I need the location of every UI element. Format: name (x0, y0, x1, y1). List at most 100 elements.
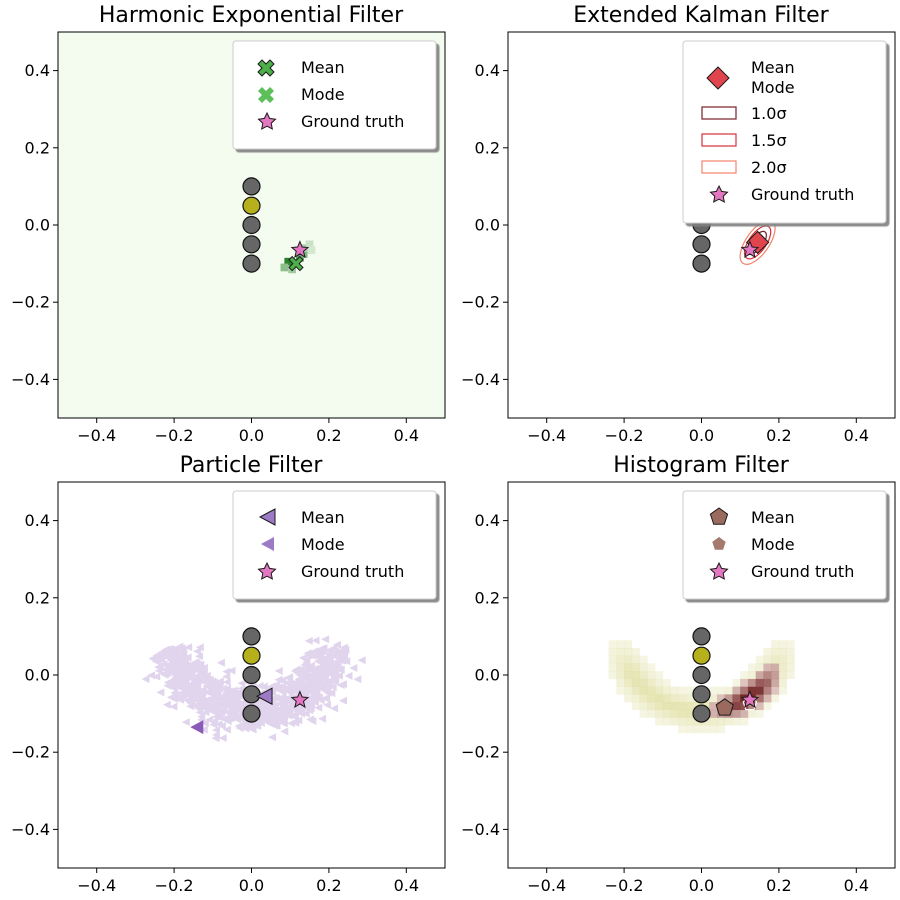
histogram-cell (724, 694, 733, 703)
legend-label-mode: Mode (301, 535, 345, 554)
histogram-cell (763, 671, 772, 680)
landmark-point (692, 665, 711, 685)
legend (232, 490, 437, 600)
chart-title: Extended Kalman Filter (573, 3, 829, 28)
histogram-cell (678, 725, 687, 734)
legend-label-ground-truth: Ground truth (751, 562, 854, 581)
histogram-cell (771, 663, 780, 672)
histogram-cell (639, 663, 648, 672)
histogram-cell (647, 694, 656, 703)
mode-point (190, 720, 204, 735)
legend-marker-ground-truth (709, 184, 729, 203)
axis-ticks: −0.4 −0.2 0.0 0.2 0.4 −0.4 −0.2 0.0 0.2 0.4 (461, 61, 869, 445)
legend-marker-mean (258, 508, 276, 526)
histogram-cell (732, 702, 741, 711)
histogram-cell (670, 694, 679, 703)
histogram-cell (755, 678, 764, 687)
particle-cloud (141, 635, 366, 743)
histogram-cell (701, 725, 710, 734)
x-tick-label: 0.4 (394, 426, 419, 445)
histogram-cell (686, 725, 695, 734)
ground-truth-point (740, 240, 760, 259)
histogram-cell (740, 671, 749, 680)
landmark-point (692, 627, 711, 646)
legend (232, 40, 437, 150)
landmark-point (242, 235, 261, 254)
histogram-cell (624, 678, 633, 687)
histogram-cell (647, 678, 656, 687)
histogram-cell (778, 663, 787, 672)
histogram-cell (662, 717, 671, 726)
legend-box (682, 40, 887, 224)
legend-label-mode: Mode (301, 85, 345, 104)
x-tick-label: −0.4 (77, 876, 116, 895)
histogram-cell (732, 709, 741, 718)
landmark-point (242, 627, 261, 646)
histogram-cell (624, 640, 633, 649)
density-cell (305, 240, 314, 249)
x-tick-label: 0.0 (239, 426, 264, 445)
panel-histogram-filter: Histogram Filter −0.4 −0.2 0.0 0.2 0.4−0.4−0… (461, 453, 896, 895)
histogram-cell (631, 694, 640, 703)
landmark-point (692, 646, 711, 665)
histogram-cell (616, 686, 625, 695)
histogram-cell (647, 702, 656, 711)
histogram-cell (662, 702, 671, 711)
y-tick-label: −0.4 (11, 820, 50, 839)
ground-truth-point (740, 690, 760, 709)
histogram-cell (631, 647, 640, 656)
histogram-cell (747, 678, 756, 687)
x-tick-label: 0.4 (844, 876, 869, 895)
plot-area (141, 627, 366, 743)
histogram-cell (608, 671, 617, 680)
x-tick-label: −0.4 (77, 426, 116, 445)
histogram-cell (662, 686, 671, 695)
x-tick-label: −0.2 (155, 426, 194, 445)
histogram-cell (771, 686, 780, 695)
legend-label-mean: Mean (301, 58, 345, 77)
panel-extended-kalman-filter: Extended Kalman Filter −0.4 −0.2 0.0 0.2 0.4… (461, 3, 896, 445)
histogram-cell (763, 663, 772, 672)
y-tick-label: 0.4 (25, 61, 50, 80)
histogram-cell (608, 647, 617, 656)
x-tick-label: 0.0 (689, 426, 714, 445)
landmark-point (242, 704, 261, 723)
legend-label-mode: Mode (751, 78, 795, 97)
landmark-point (692, 235, 711, 254)
landmark-point (242, 646, 261, 665)
y-tick-label: −0.4 (461, 370, 500, 389)
histogram-cell (732, 686, 741, 695)
histogram-cell (608, 663, 617, 672)
histogram-cell (747, 663, 756, 672)
histogram-cell (686, 686, 695, 695)
legend-marker-ground-truth (257, 561, 277, 580)
mean-point (715, 698, 734, 716)
legend-marker-sigma-1-5 (701, 133, 737, 147)
mean-point (288, 255, 304, 272)
axis-ticks: −0.4 −0.2 0.0 0.2 0.4 −0.4 −0.2 0.0 0.2 0.4 (461, 511, 869, 895)
histogram-cell (631, 686, 640, 695)
histogram-cell (732, 678, 741, 687)
histogram-cell (616, 655, 625, 664)
histogram-cell (778, 671, 787, 680)
legend-marker-ground-truth (709, 561, 729, 580)
histogram-cell (709, 702, 718, 711)
histogram-cell (786, 663, 795, 672)
histogram-cell (624, 671, 633, 680)
legend-label-ground-truth: Ground truth (301, 562, 404, 581)
histogram-cell (655, 694, 664, 703)
density-cell (284, 257, 293, 266)
histogram-cell (670, 717, 679, 726)
legend-marker-mode (261, 537, 274, 551)
histogram-cell (755, 671, 764, 680)
histogram-cell (755, 686, 764, 695)
legend (682, 40, 887, 224)
histogram-cell (747, 702, 756, 711)
histogram-cell (608, 655, 617, 664)
histogram-cell (662, 709, 671, 718)
x-tick-label: 0.2 (766, 876, 791, 895)
y-tick-label: 0.4 (475, 61, 500, 80)
histogram-cell (655, 709, 664, 718)
x-tick-label: 0.0 (689, 876, 714, 895)
histogram-cell (662, 694, 671, 703)
